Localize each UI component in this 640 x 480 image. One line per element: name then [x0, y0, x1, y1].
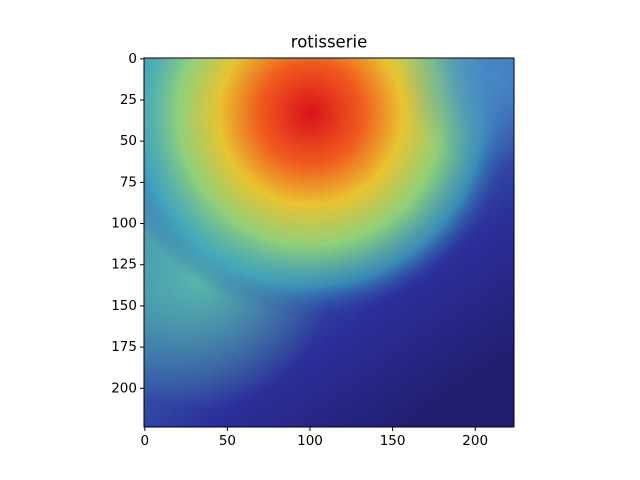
x-tick-label: 200: [462, 433, 488, 449]
image: [144, 58, 514, 427]
y-tick-label: 25: [120, 92, 137, 108]
x-tick-label: 0: [141, 433, 150, 449]
x-tick-label: 100: [297, 433, 323, 449]
chart-title: rotisserie: [291, 33, 367, 52]
y-tick-label: 150: [111, 298, 137, 314]
y-tick-label: 175: [111, 339, 137, 355]
y-tick-label: 0: [128, 51, 137, 67]
image-layer: [144, 58, 514, 427]
y-tick-label: 75: [120, 174, 137, 190]
x-tick-label: 50: [219, 433, 236, 449]
y-tick-label: 100: [111, 216, 137, 232]
y-tick-label: 125: [111, 257, 137, 273]
y-tick-label: 200: [111, 380, 137, 396]
axes-frame: [143, 57, 515, 428]
y-tick-label: 50: [120, 133, 137, 149]
x-tick-label: 150: [380, 433, 406, 449]
